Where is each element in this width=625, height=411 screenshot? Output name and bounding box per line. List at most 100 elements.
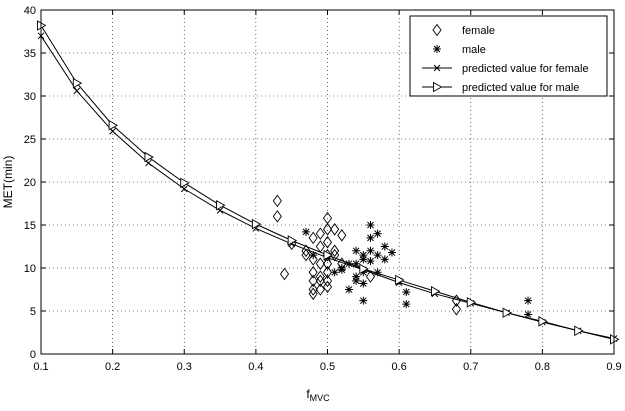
- data-point: [337, 265, 346, 274]
- data-point: [366, 246, 375, 255]
- legend-marker: [433, 64, 441, 72]
- y-tick-label: 5: [30, 306, 36, 318]
- y-tick-label: 0: [30, 349, 36, 361]
- data-point: [524, 310, 533, 319]
- x-tick-label: 0.2: [105, 361, 120, 373]
- data-point: [365, 270, 376, 283]
- data-point: [373, 268, 382, 277]
- data-point: [366, 257, 375, 266]
- data-point: [359, 255, 368, 264]
- y-tick-label: 35: [24, 48, 36, 60]
- data-point: [308, 287, 318, 301]
- data-point: [308, 274, 318, 288]
- data-point: [359, 296, 368, 305]
- data-point: [359, 263, 369, 275]
- data-point: [352, 246, 361, 255]
- data-point: [373, 229, 382, 238]
- data-point: [287, 235, 298, 246]
- legend-marker: [433, 81, 443, 93]
- x-tick-label: 0.5: [320, 361, 335, 373]
- x-axis-label: fMVC: [306, 387, 330, 403]
- data-point: [430, 285, 441, 297]
- y-tick-label: 25: [24, 134, 36, 146]
- data-point: [366, 221, 375, 229]
- data-point: [251, 218, 262, 230]
- data-point: [359, 251, 368, 260]
- data-point: [359, 268, 368, 277]
- data-point: [322, 235, 333, 249]
- y-axis-label: MET(min): [1, 156, 15, 209]
- y-tick-label: 15: [24, 220, 36, 232]
- data-point: [402, 300, 411, 309]
- data-point: [315, 274, 325, 288]
- data-point: [466, 297, 477, 308]
- legend-box: [409, 15, 608, 97]
- data-point: [352, 272, 361, 281]
- data-point: [330, 268, 339, 277]
- data-point: [322, 266, 333, 279]
- data-point: [108, 119, 119, 131]
- data-point: [574, 325, 584, 337]
- data-point: [395, 274, 405, 286]
- data-point: [180, 177, 190, 189]
- data-point: [272, 210, 282, 223]
- x-tick-label: 0.8: [535, 361, 550, 373]
- y-tick-label: 20: [24, 177, 36, 189]
- x-axis-label-main: f: [306, 387, 310, 401]
- data-point: [352, 259, 361, 268]
- data-point: [330, 244, 340, 258]
- x-tick-label: 0.7: [463, 361, 478, 373]
- data-point: [352, 276, 361, 285]
- data-point: [315, 227, 325, 240]
- data-point: [301, 244, 311, 258]
- y-tick-label: 30: [24, 91, 36, 103]
- data-point: [359, 279, 368, 288]
- data-point: [272, 194, 282, 208]
- data-point: [322, 274, 333, 288]
- series-layer: [37, 20, 620, 345]
- data-point: [322, 280, 333, 294]
- x-tick-label: 0.6: [391, 361, 406, 373]
- data-point: [301, 248, 311, 262]
- x-axis-label-sub: MVC: [310, 393, 331, 403]
- data-point: [308, 266, 318, 279]
- data-point: [323, 249, 333, 261]
- data-point: [330, 223, 340, 236]
- data-point: [72, 77, 83, 89]
- x-tick-label: 0.1: [33, 361, 48, 373]
- x-tick-label: 0.9: [606, 361, 621, 373]
- data-point: [216, 199, 226, 211]
- data-point: [315, 270, 325, 283]
- data-point: [387, 248, 396, 257]
- data-point: [144, 151, 154, 163]
- legend-entry-label: female: [462, 25, 495, 37]
- data-point: [302, 227, 311, 236]
- data-point: [380, 255, 389, 264]
- data-point: [366, 233, 375, 242]
- data-point: [502, 307, 512, 318]
- legend-marker: [433, 45, 441, 53]
- data-point: [322, 223, 333, 236]
- legend-entry-label: male: [462, 44, 486, 56]
- data-point: [402, 288, 411, 297]
- y-tick-label: 10: [24, 263, 36, 275]
- legend-entry-label: predicted value for male: [462, 82, 579, 94]
- x-tick-label: 0.3: [177, 361, 192, 373]
- data-point: [373, 251, 382, 260]
- legend-entry-label: predicted value for female: [462, 63, 589, 75]
- data-point: [308, 231, 318, 245]
- series-3: [37, 20, 620, 345]
- axis-ticks: 0.1 0.2 0.3 0.4 0.5 0.6 0.7 0.8 0.9 0 5 10 15 20 25 30 3…: [24, 5, 622, 373]
- data-point: [344, 285, 353, 294]
- data-point: [380, 242, 389, 251]
- data-point: [73, 87, 81, 95]
- data-point: [538, 316, 548, 327]
- data-point: [315, 283, 325, 296]
- data-point: [524, 296, 533, 305]
- data-point: [308, 283, 318, 296]
- y-tick-label: 40: [24, 5, 36, 17]
- data-point: [279, 267, 290, 281]
- data-point: [337, 229, 347, 242]
- data-point: [322, 257, 333, 270]
